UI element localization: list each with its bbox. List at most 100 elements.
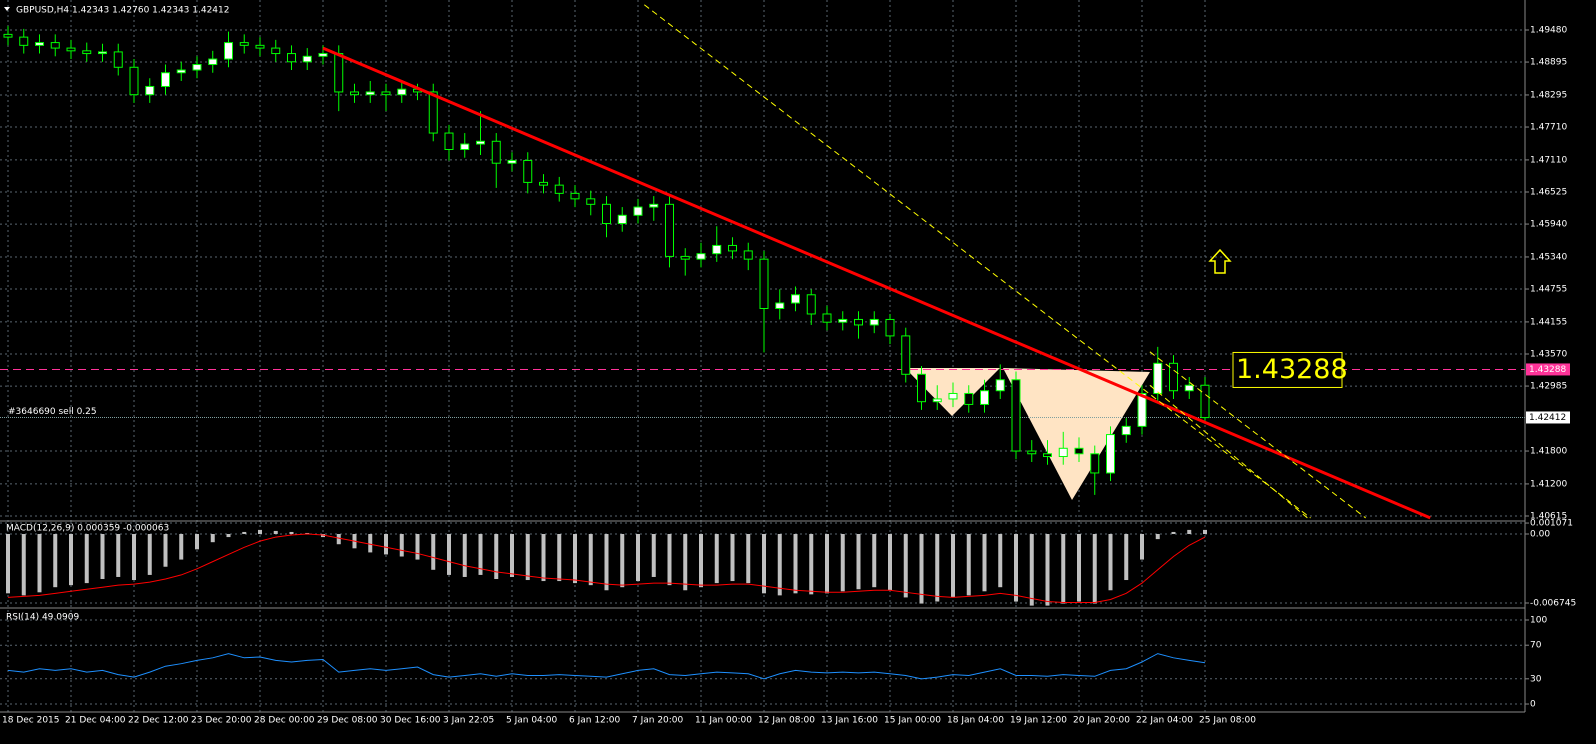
candle-body	[192, 64, 202, 71]
candle-body	[239, 42, 249, 46]
macd-bar	[84, 533, 89, 584]
candle-body	[665, 203, 674, 257]
y-tick-label: 1.47110	[1530, 155, 1567, 165]
candle-body	[680, 255, 690, 260]
macd-bar	[147, 533, 152, 575]
macd-bar	[1140, 533, 1144, 560]
y-tick-label: 30	[1530, 674, 1542, 684]
y-tick-label: 100	[1530, 615, 1547, 625]
y-tick-label: 0.00	[1530, 529, 1550, 539]
macd-bar	[447, 533, 451, 575]
candle-body	[350, 91, 359, 96]
level-tag	[1526, 363, 1570, 376]
x-tick-label: 23 Dec 20:00	[191, 716, 252, 726]
macd-bar	[714, 533, 719, 584]
macd-bar	[415, 533, 420, 560]
axes-layer: 18 Dec 2015 21 Dec 04:00 22 Dec 12:00 23 De…	[2, 25, 1576, 725]
candle-body	[507, 159, 517, 164]
candle-body	[1090, 453, 1100, 474]
macd-bar	[305, 532, 310, 534]
candle-body	[35, 42, 44, 46]
macd-bar	[951, 533, 955, 598]
macd-bar	[998, 533, 1003, 588]
macd-bar	[1014, 533, 1018, 602]
candle-body	[129, 66, 139, 96]
x-tick-label: 12 Jan 08:00	[758, 716, 815, 726]
macd-bar	[179, 533, 184, 560]
macd-bar	[982, 533, 987, 592]
y-tick-label: 1.47710	[1530, 123, 1567, 133]
y-tick-label: 70	[1530, 641, 1542, 651]
macd-bar	[1203, 529, 1207, 534]
macd-bar	[856, 533, 861, 590]
candle-body	[82, 50, 92, 55]
macd-bar	[1061, 533, 1066, 604]
macd-bar	[840, 533, 845, 592]
macd-bar	[777, 533, 782, 596]
macd-bar	[21, 533, 26, 596]
macd-bar	[242, 531, 247, 534]
y-tick-label: 1.41800	[1530, 447, 1567, 457]
macd-bar	[872, 533, 877, 588]
macd-bar	[541, 533, 546, 582]
candle-body	[712, 244, 722, 255]
candle-body	[255, 44, 265, 49]
candle-body	[1169, 362, 1178, 392]
macd-bar	[809, 533, 814, 595]
candle-body	[271, 47, 281, 55]
trendline	[643, 4, 1311, 519]
macd-bar	[1092, 533, 1097, 604]
macd-bar	[935, 533, 940, 602]
candle-body	[98, 51, 107, 55]
candle-body	[444, 132, 454, 151]
y-tick-label: 0	[1530, 700, 1536, 710]
x-tick-label: 5 Jan 04:00	[506, 716, 558, 726]
trendline	[322, 46, 1431, 520]
macd-bar	[37, 533, 42, 593]
x-tick-label: 20 Jan 20:00	[1073, 716, 1130, 726]
macd-bar	[69, 533, 73, 586]
x-tick-label: 7 Jan 20:00	[632, 716, 684, 726]
macd-bar	[1171, 531, 1176, 534]
macd-bar	[163, 533, 168, 567]
menu-triangle	[4, 7, 10, 11]
macd-bar	[1108, 533, 1113, 591]
macd-bar	[384, 533, 388, 555]
candle-body	[759, 258, 769, 309]
order-label: #3646690 sell 0.25	[8, 407, 97, 417]
macd-bar	[368, 533, 373, 553]
macd-bar	[273, 530, 278, 534]
macd-bar	[1124, 533, 1129, 581]
macd-bar	[966, 533, 971, 596]
macd-bar	[399, 533, 404, 557]
candle-body	[334, 53, 344, 93]
candle-body	[728, 244, 737, 252]
x-tick-label: 28 Dec 00:00	[254, 716, 315, 726]
current-price-label: 1.42412	[1529, 413, 1566, 423]
candle-body	[113, 51, 123, 68]
candle-body	[208, 58, 218, 66]
x-tick-label: 3 Jan 22:05	[443, 716, 494, 726]
y-tick-label: 0.001071	[1530, 519, 1573, 529]
macd-bar	[462, 533, 467, 577]
candle-body	[476, 140, 485, 145]
candle-body	[1137, 392, 1147, 427]
candle-body	[1121, 425, 1131, 436]
candle-body	[570, 192, 580, 200]
candle-body	[649, 203, 659, 208]
overlay-layer: 1.43288	[322, 4, 1431, 520]
candle-body	[854, 318, 863, 326]
candle-body	[964, 392, 974, 405]
macd-bar	[116, 533, 121, 577]
macd-bar	[1029, 533, 1034, 606]
macd-bar	[762, 533, 766, 594]
macd-bar	[1045, 533, 1050, 606]
x-tick-label: 6 Jan 12:00	[569, 716, 621, 726]
macd-bar	[651, 533, 656, 577]
candle-body	[397, 88, 407, 96]
y-tick-label: 1.42985	[1530, 382, 1567, 392]
trendline	[1149, 351, 1366, 519]
candle-body	[539, 181, 548, 186]
candle-body	[1043, 453, 1052, 458]
